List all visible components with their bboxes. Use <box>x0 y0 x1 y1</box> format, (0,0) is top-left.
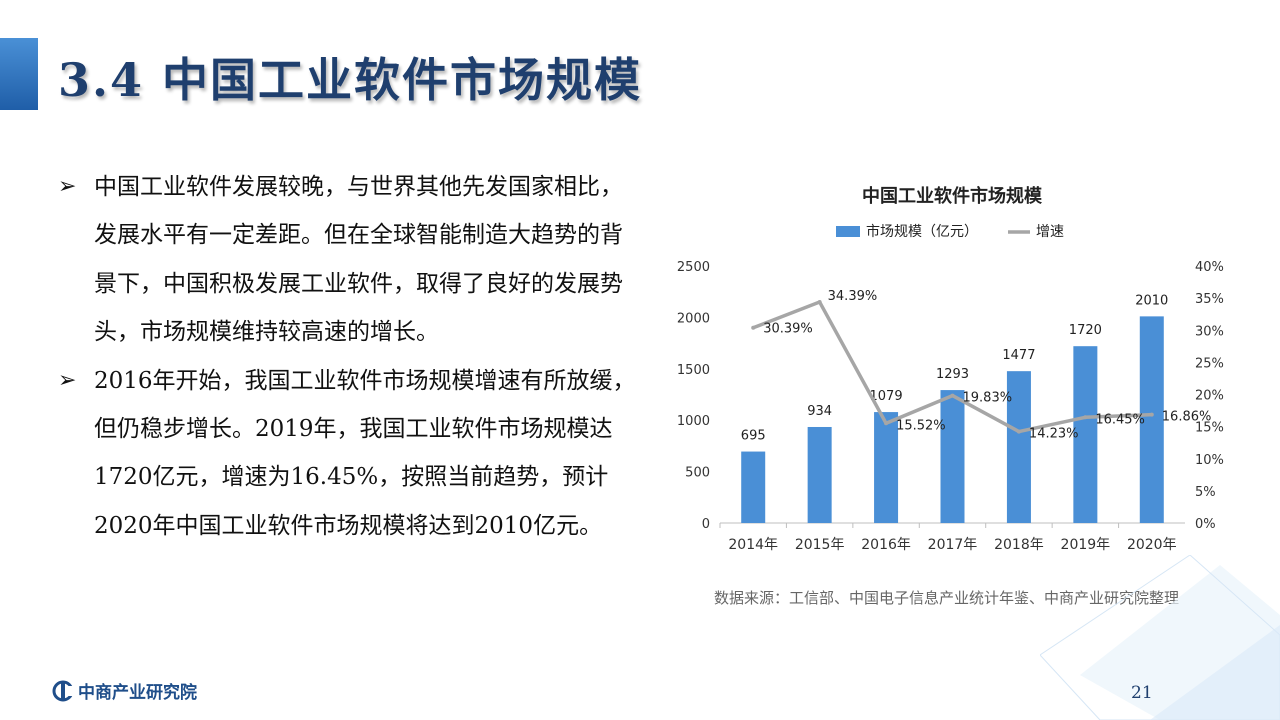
bar-value-label: 1720 <box>1069 323 1102 338</box>
title-accent-bar <box>0 38 38 110</box>
bar <box>741 451 766 523</box>
line-value-label: 15.52% <box>896 418 946 433</box>
line-point <box>1016 429 1021 434</box>
logo-text: 中商产业研究院 <box>78 683 197 703</box>
bullet-text-2: 2016年开始，我国工业软件市场规模增速有所放缓，但仍稳步增长。2019年，我国… <box>94 367 636 539</box>
line-point <box>1149 412 1154 417</box>
legend-line-label: 增速 <box>1036 224 1064 240</box>
y-right-tick-label: 25% <box>1195 356 1224 371</box>
bar-value-label: 1293 <box>936 367 969 382</box>
bar <box>807 426 832 523</box>
line-point <box>950 393 955 398</box>
data-source-note: 数据来源：工信部、中国电子信息产业统计年鉴、中商产业研究院整理 <box>714 589 1180 607</box>
bullet-item-1: ➢ 中国工业软件发展较晚，与世界其他先发国家相比，发展水平有一定差距。但在全球智… <box>58 163 638 357</box>
y-left-tick-label: 500 <box>685 466 710 481</box>
y-left-tick-label: 0 <box>702 517 710 532</box>
bar-value-label: 2010 <box>1135 293 1168 308</box>
chart-title: 中国工业软件市场规模 <box>862 185 1043 207</box>
legend-bar-label: 市场规模（亿元） <box>866 223 978 240</box>
line-value-label: 19.83% <box>963 391 1013 406</box>
y-right-tick-label: 15% <box>1195 421 1224 436</box>
line-point <box>817 300 822 305</box>
x-tick-label: 2020年 <box>1127 537 1177 553</box>
market-size-chart: 中国工业软件市场规模 市场规模（亿元） 增速 0 500 1000 1500 2000 25… <box>677 185 1224 553</box>
line-point <box>1083 415 1088 420</box>
y-right-tick-label: 35% <box>1195 292 1224 307</box>
bar <box>1006 371 1031 523</box>
line-value-label: 30.39% <box>763 322 813 337</box>
chart-legend: 市场规模（亿元） 增速 <box>836 223 1064 240</box>
arrow-bullet-icon: ➢ <box>58 367 77 393</box>
line-point <box>751 325 756 330</box>
bullet-item-2: ➢ 2016年开始，我国工业软件市场规模增速有所放缓，但仍稳步增长。2019年，… <box>58 357 638 551</box>
y-left-tick-label: 2000 <box>677 311 710 326</box>
legend-bar-swatch <box>836 226 860 237</box>
bar <box>1139 316 1164 523</box>
y-right-tick-label: 0% <box>1195 517 1216 532</box>
page-number: 21 <box>1131 683 1153 703</box>
y-left-tick-label: 1500 <box>677 363 710 378</box>
y-left-tick-label: 2500 <box>677 260 710 275</box>
y-left-tick-label: 1000 <box>677 414 710 429</box>
x-tick-label: 2019年 <box>1061 537 1111 553</box>
bar-series: 695 934 1079 1293 1477 1720 2010 <box>741 293 1168 523</box>
x-tick-label: 2014年 <box>728 537 778 553</box>
line-point <box>884 421 889 426</box>
bar <box>940 390 965 523</box>
bullet-list: ➢ 中国工业软件发展较晚，与世界其他先发国家相比，发展水平有一定差距。但在全球智… <box>58 163 638 550</box>
line-value-label: 34.39% <box>828 289 878 304</box>
logo-icon <box>52 680 74 701</box>
corner-decoration <box>1040 555 1280 720</box>
line-series: 30.39% 34.39% 15.52% 19.83% 14.23% 16.45% 16.8… <box>751 289 1211 442</box>
bar-value-label: 1477 <box>1002 348 1035 363</box>
bar <box>1073 346 1098 523</box>
y-right-tick-label: 20% <box>1195 389 1224 404</box>
line-value-label: 16.45% <box>1095 412 1145 427</box>
x-tick-label: 2017年 <box>928 537 978 553</box>
y-right-tick-label: 10% <box>1195 453 1224 468</box>
y-right-tick-label: 5% <box>1195 485 1216 500</box>
x-tick-label: 2016年 <box>861 537 911 553</box>
slide-title: 3.4 中国工业软件市场规模 <box>58 53 643 107</box>
y-right-tick-label: 40% <box>1195 260 1224 275</box>
line-value-label: 16.86% <box>1162 410 1212 425</box>
line-value-label: 14.23% <box>1029 427 1079 442</box>
bar-value-label: 695 <box>741 429 766 444</box>
bar-value-label: 934 <box>807 404 832 419</box>
chart-axes: 050010001500200025000%5%10%15%20%25%30%3… <box>677 260 1224 553</box>
x-tick-label: 2015年 <box>795 537 845 553</box>
bar <box>874 412 899 523</box>
y-right-tick-label: 30% <box>1195 324 1224 339</box>
x-tick-label: 2018年 <box>994 537 1044 553</box>
bullet-text-1: 中国工业软件发展较晚，与世界其他先发国家相比，发展水平有一定差距。但在全球智能制… <box>94 174 623 346</box>
arrow-bullet-icon: ➢ <box>58 174 77 199</box>
bar-value-label: 1079 <box>870 389 903 404</box>
company-logo: 中商产业研究院 <box>52 678 197 703</box>
